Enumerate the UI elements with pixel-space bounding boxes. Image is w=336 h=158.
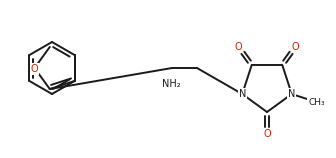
Text: O: O — [291, 42, 299, 52]
Text: NH₂: NH₂ — [162, 79, 180, 89]
Text: N: N — [239, 89, 246, 99]
Text: O: O — [31, 64, 38, 74]
Text: N: N — [288, 89, 295, 99]
Text: CH₃: CH₃ — [308, 98, 325, 106]
Text: O: O — [263, 129, 271, 139]
Text: O: O — [235, 42, 243, 52]
